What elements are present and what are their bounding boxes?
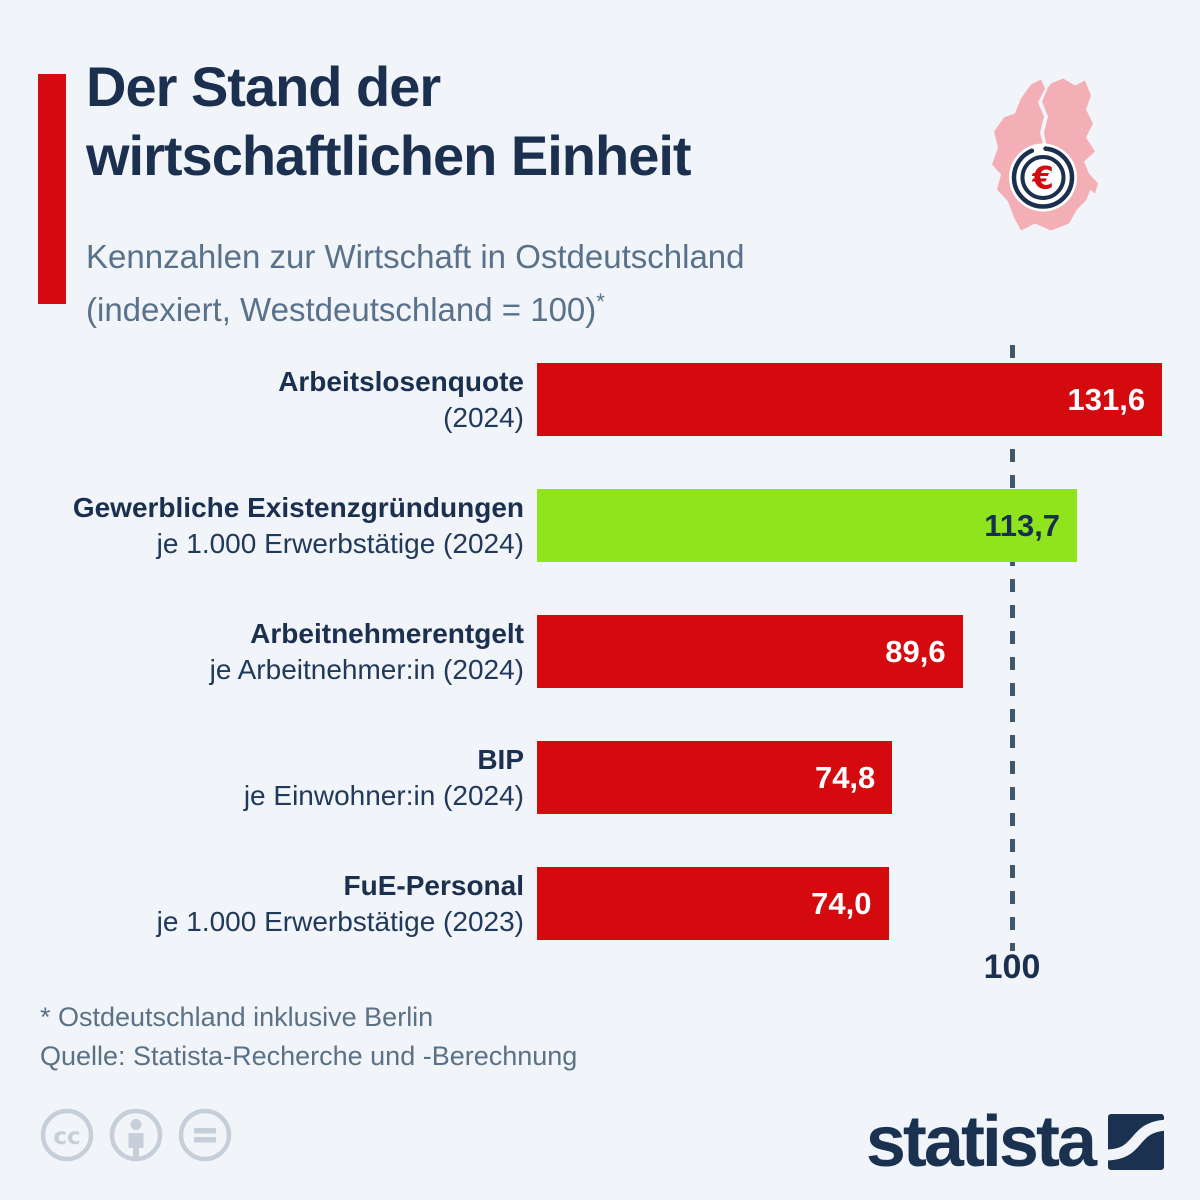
license-icons: cc	[38, 1106, 234, 1164]
title-accent-bar	[38, 74, 66, 304]
bar-bip: 74,8	[537, 741, 893, 814]
bar-value-label: 113,7	[984, 507, 1061, 543]
reference-line-label: 100	[983, 948, 1041, 986]
chart-row-fue-personal: FuE-Personal je 1.000 Erwerbstätige (202…	[40, 867, 1180, 940]
svg-text:cc: cc	[53, 1124, 80, 1150]
page-subtitle: Kennzahlen zur Wirtschaft in Ostdeutschl…	[86, 234, 745, 332]
bar-value-label: 74,8	[814, 759, 876, 795]
bar-track: 74,0	[537, 867, 1180, 940]
bar-existenzgruendungen: 113,7	[537, 489, 1078, 562]
category-label: FuE-Personal je 1.000 Erwerbstätige (202…	[156, 869, 524, 937]
statista-wordmark: statista	[865, 1102, 1097, 1182]
east-germany-shape	[1042, 78, 1098, 194]
category-label: Arbeitslosenquote (2024)	[278, 365, 524, 433]
subtitle-line-1: Kennzahlen zur Wirtschaft in Ostdeutschl…	[86, 238, 745, 275]
title-line-2: wirtschaftlichen Einheit	[86, 124, 692, 187]
bar-value-label: 131,6	[1067, 381, 1146, 417]
bar-value-label: 74,0	[811, 885, 872, 921]
bar-value-label: 89,6	[885, 633, 946, 669]
chart-row-existenzgruendungen: Gewerbliche Existenzgründungen je 1.000 …	[40, 489, 1180, 562]
subtitle-line-2: (indexiert, Westdeutschland = 100)*	[86, 289, 605, 328]
euro-coin-icon: €	[1009, 143, 1077, 212]
attribution-person-icon	[109, 1108, 163, 1162]
bar-arbeitslosenquote: 131,6	[537, 363, 1163, 436]
category-label: Gewerbliche Existenzgründungen je 1.000 …	[72, 491, 524, 559]
bar-arbeitnehmerentgelt: 89,6	[537, 615, 963, 688]
chart-row-arbeitslosenquote: Arbeitslosenquote (2024) 131,6	[40, 363, 1180, 436]
footnote: * Ostdeutschland inklusive Berlin	[40, 1002, 434, 1032]
page-title: Der Stand der wirtschaftlichen Einheit	[86, 52, 692, 190]
title-line-1: Der Stand der	[86, 55, 441, 118]
reference-line-100	[1010, 345, 1015, 951]
statista-logo: statista	[865, 1102, 1164, 1182]
germany-map-euro-icon: €	[992, 78, 1098, 231]
cc-icon: cc	[40, 1108, 94, 1162]
bar-track: 113,7	[537, 489, 1180, 562]
footnote-marker: *	[596, 289, 605, 314]
bar-track: 131,6	[537, 363, 1180, 436]
bar-chart: Arbeitslosenquote (2024) 131,6 Gewerblic…	[40, 363, 1180, 940]
bar-track: 74,8	[537, 741, 1180, 814]
category-label: BIP je Einwohner:in (2024)	[243, 743, 524, 811]
source-line: Quelle: Statista-Recherche und -Berechnu…	[40, 1041, 578, 1071]
no-derivatives-equals-icon	[178, 1108, 232, 1162]
category-label: Arbeitnehmerentgelt je Arbeitnehmer:in (…	[209, 617, 524, 685]
chart-row-bip: BIP je Einwohner:in (2024) 74,8	[40, 741, 1180, 814]
chart-row-arbeitnehmerentgelt: Arbeitnehmerentgelt je Arbeitnehmer:in (…	[40, 615, 1180, 688]
statista-logo-mark	[1108, 1114, 1164, 1170]
svg-text:€: €	[1031, 161, 1054, 197]
bar-fue-personal: 74,0	[537, 867, 889, 940]
bar-track: 89,6	[537, 615, 1180, 688]
